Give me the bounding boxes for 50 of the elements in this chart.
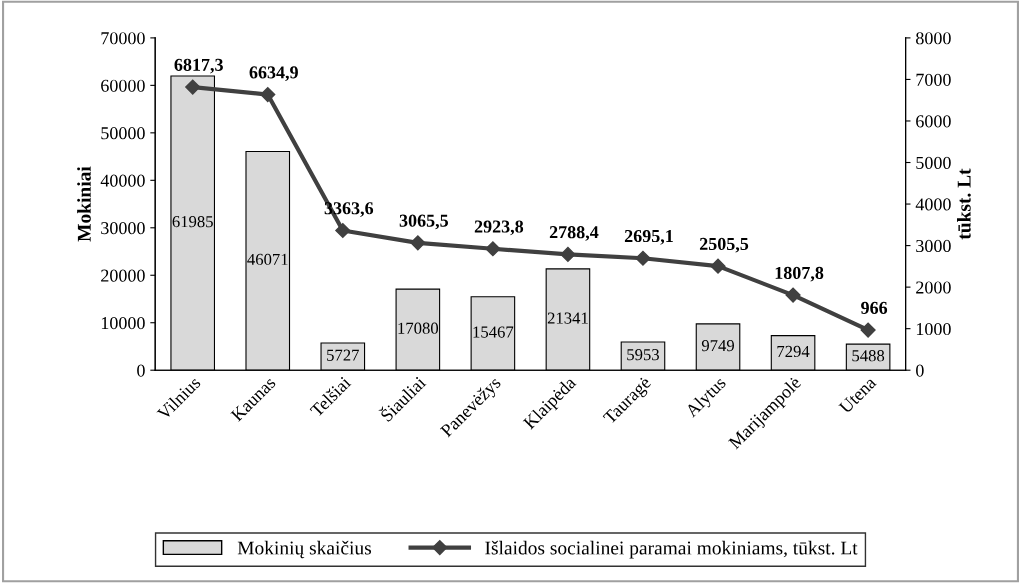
data-label: 2505,5: [699, 237, 749, 253]
y2-axis-title: tūkst. Lt: [957, 168, 971, 240]
y2-tick-label: 1000: [916, 322, 951, 336]
data-label: 3065,5: [399, 214, 449, 230]
y2-tick-label: 6000: [916, 115, 951, 128]
point: [185, 79, 201, 95]
y2-tick-label: 0: [916, 364, 924, 377]
point: [785, 287, 801, 303]
y-tick-label: 60000: [101, 79, 145, 92]
data-label: 17080: [398, 322, 439, 334]
y2-tick-label: 8000: [916, 32, 951, 45]
y-tick-label: 70000: [101, 32, 145, 45]
data-label: 61985: [172, 216, 213, 228]
y2-tick-label: 3000: [916, 239, 951, 253]
data-label: 21341: [547, 312, 588, 324]
y-tick-label: 40000: [100, 174, 145, 187]
y-axis-title: Mokiniai: [77, 166, 91, 242]
data-label: 15467: [473, 326, 514, 338]
y2-tick-label: 5000: [916, 156, 951, 169]
data-label: 2923,8: [474, 220, 524, 236]
y2-tick-label: 4000: [915, 198, 951, 211]
y-tick-label: 30000: [101, 222, 145, 235]
point: [635, 250, 651, 266]
data-label: 2788,4: [549, 226, 599, 241]
data-label: 46071: [247, 253, 288, 266]
legend-label: Išlaidos socialinei paramai mokiniams, tūkst. Lt: [485, 540, 858, 559]
data-label: 5488: [852, 350, 885, 362]
point: [560, 246, 576, 262]
y2-tick-label: 7000: [916, 73, 951, 86]
data-label: 6634,9: [249, 66, 298, 82]
data-label: 5953: [627, 349, 659, 361]
point: [485, 241, 501, 257]
data-label: 2695,1: [624, 229, 673, 245]
point: [335, 222, 351, 239]
y-tick-label: 10000: [101, 316, 145, 330]
point: [410, 235, 426, 251]
data-label: 9749: [701, 340, 734, 352]
y-tick-label: 0: [137, 364, 145, 377]
point: [860, 322, 876, 338]
point: [260, 87, 276, 103]
y-tick-label: 50000: [101, 127, 145, 140]
y2-tick-label: 2000: [916, 281, 951, 294]
data-label: 7294: [777, 345, 810, 358]
point: [710, 258, 726, 274]
y-tick-label: 20000: [101, 269, 145, 282]
data-label: 6817,3: [174, 58, 223, 74]
data-label: 966: [861, 301, 888, 314]
data-label: 1807,8: [775, 266, 824, 282]
data-label: 5727: [327, 349, 359, 361]
legend-label: Mokinių skaičius: [237, 540, 372, 559]
